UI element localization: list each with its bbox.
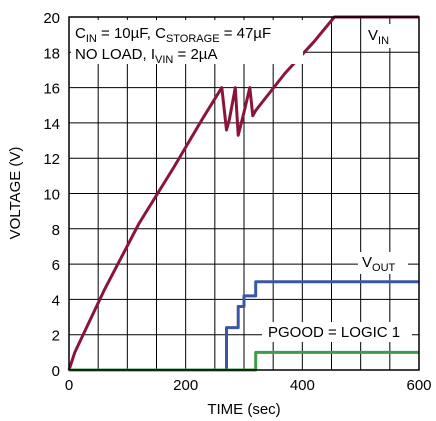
y-tick-label: 20	[43, 10, 60, 27]
y-tick-label: 10	[43, 187, 60, 204]
y-tick-label: 16	[43, 81, 60, 98]
vin-label: VIN	[368, 27, 389, 47]
y-tick-label: 12	[43, 151, 60, 168]
x-tick-label: 0	[65, 377, 73, 394]
vin-line	[67, 15, 419, 371]
x-axis-label: TIME (sec)	[207, 401, 280, 418]
pgood-label-background	[262, 322, 412, 342]
annotation-line-1: CIN = 10µF, CSTORAGE = 47µF	[75, 25, 271, 45]
y-tick-label: 14	[43, 116, 60, 133]
grid-lines	[69, 17, 419, 370]
vout-line	[69, 280, 419, 372]
x-tick-label: 200	[173, 377, 198, 394]
vout-label-background	[358, 252, 408, 274]
y-tick-label: 2	[52, 328, 60, 345]
plot-frame	[68, 16, 420, 371]
x-tick-label: 600	[406, 377, 431, 394]
tick-labels: 0 200 400 600 0 2 4 6 8 10 12 14 16 18 20	[43, 10, 431, 394]
vout-label: VOUT	[362, 254, 396, 274]
y-tick-label: 8	[52, 222, 60, 239]
y-tick-label: 18	[43, 45, 60, 62]
y-tick-label: 0	[52, 363, 60, 380]
y-axis-label: VOLTAGE (V)	[7, 147, 24, 240]
x-tick-label: 400	[290, 377, 315, 394]
y-tick-label: 4	[52, 292, 60, 309]
y-tick-label: 6	[52, 257, 60, 274]
pgood-label: PGOOD = LOGIC 1	[268, 324, 400, 341]
annotation-background	[71, 20, 303, 64]
vin-label-background	[362, 24, 408, 48]
annotation-line-2: NO LOAD, IVIN = 2µA	[75, 46, 217, 66]
